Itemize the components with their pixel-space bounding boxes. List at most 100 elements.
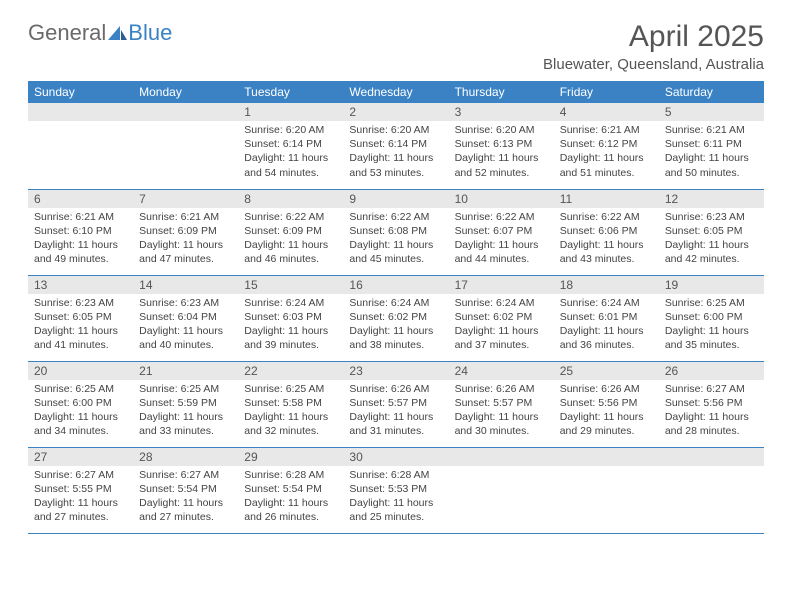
daylight-text: Daylight: 11 hours and 32 minutes. — [244, 410, 337, 438]
day-content: Sunrise: 6:28 AMSunset: 5:53 PMDaylight:… — [343, 466, 448, 529]
weekday-monday: Monday — [133, 81, 238, 103]
daylight-text: Daylight: 11 hours and 27 minutes. — [34, 496, 127, 524]
calendar-day-cell: 21Sunrise: 6:25 AMSunset: 5:59 PMDayligh… — [133, 361, 238, 447]
day-number: 13 — [28, 276, 133, 294]
calendar-day-cell: 14Sunrise: 6:23 AMSunset: 6:04 PMDayligh… — [133, 275, 238, 361]
calendar-week-row: 6Sunrise: 6:21 AMSunset: 6:10 PMDaylight… — [28, 189, 764, 275]
day-number: 23 — [343, 362, 448, 380]
calendar-day-cell: 29Sunrise: 6:28 AMSunset: 5:54 PMDayligh… — [238, 447, 343, 533]
calendar-day-cell: 30Sunrise: 6:28 AMSunset: 5:53 PMDayligh… — [343, 447, 448, 533]
day-number: 25 — [554, 362, 659, 380]
daylight-text: Daylight: 11 hours and 50 minutes. — [665, 151, 758, 179]
sunset-text: Sunset: 5:54 PM — [139, 482, 232, 496]
day-number: 11 — [554, 190, 659, 208]
calendar-day-cell — [659, 447, 764, 533]
sunset-text: Sunset: 6:05 PM — [665, 224, 758, 238]
calendar-body: 1Sunrise: 6:20 AMSunset: 6:14 PMDaylight… — [28, 103, 764, 533]
daylight-text: Daylight: 11 hours and 39 minutes. — [244, 324, 337, 352]
day-number: 16 — [343, 276, 448, 294]
day-number: 18 — [554, 276, 659, 294]
calendar-week-row: 27Sunrise: 6:27 AMSunset: 5:55 PMDayligh… — [28, 447, 764, 533]
calendar-day-cell: 20Sunrise: 6:25 AMSunset: 6:00 PMDayligh… — [28, 361, 133, 447]
daylight-text: Daylight: 11 hours and 37 minutes. — [455, 324, 548, 352]
calendar-day-cell: 16Sunrise: 6:24 AMSunset: 6:02 PMDayligh… — [343, 275, 448, 361]
day-content: Sunrise: 6:21 AMSunset: 6:12 PMDaylight:… — [554, 121, 659, 184]
day-content: Sunrise: 6:25 AMSunset: 6:00 PMDaylight:… — [28, 380, 133, 443]
sunset-text: Sunset: 6:02 PM — [455, 310, 548, 324]
calendar-day-cell: 5Sunrise: 6:21 AMSunset: 6:11 PMDaylight… — [659, 103, 764, 189]
day-content: Sunrise: 6:21 AMSunset: 6:11 PMDaylight:… — [659, 121, 764, 184]
daylight-text: Daylight: 11 hours and 54 minutes. — [244, 151, 337, 179]
daylight-text: Daylight: 11 hours and 27 minutes. — [139, 496, 232, 524]
calendar-day-cell: 27Sunrise: 6:27 AMSunset: 5:55 PMDayligh… — [28, 447, 133, 533]
sunrise-text: Sunrise: 6:27 AM — [34, 468, 127, 482]
sunrise-text: Sunrise: 6:23 AM — [139, 296, 232, 310]
sunrise-text: Sunrise: 6:23 AM — [665, 210, 758, 224]
calendar-day-cell: 24Sunrise: 6:26 AMSunset: 5:57 PMDayligh… — [449, 361, 554, 447]
day-number — [659, 448, 764, 466]
sunrise-text: Sunrise: 6:28 AM — [244, 468, 337, 482]
daylight-text: Daylight: 11 hours and 35 minutes. — [665, 324, 758, 352]
calendar-day-cell: 26Sunrise: 6:27 AMSunset: 5:56 PMDayligh… — [659, 361, 764, 447]
calendar-day-cell: 23Sunrise: 6:26 AMSunset: 5:57 PMDayligh… — [343, 361, 448, 447]
sunset-text: Sunset: 5:53 PM — [349, 482, 442, 496]
calendar-day-cell — [133, 103, 238, 189]
day-number: 3 — [449, 103, 554, 121]
day-content: Sunrise: 6:24 AMSunset: 6:01 PMDaylight:… — [554, 294, 659, 357]
sunset-text: Sunset: 5:58 PM — [244, 396, 337, 410]
sunrise-text: Sunrise: 6:25 AM — [139, 382, 232, 396]
daylight-text: Daylight: 11 hours and 40 minutes. — [139, 324, 232, 352]
location: Bluewater, Queensland, Australia — [543, 56, 764, 73]
calendar-day-cell: 18Sunrise: 6:24 AMSunset: 6:01 PMDayligh… — [554, 275, 659, 361]
sunset-text: Sunset: 6:09 PM — [139, 224, 232, 238]
brand-part2: Blue — [128, 20, 172, 46]
sunrise-text: Sunrise: 6:24 AM — [349, 296, 442, 310]
day-content: Sunrise: 6:24 AMSunset: 6:02 PMDaylight:… — [449, 294, 554, 357]
calendar-week-row: 1Sunrise: 6:20 AMSunset: 6:14 PMDaylight… — [28, 103, 764, 189]
day-number: 26 — [659, 362, 764, 380]
sunrise-text: Sunrise: 6:25 AM — [34, 382, 127, 396]
day-content: Sunrise: 6:27 AMSunset: 5:55 PMDaylight:… — [28, 466, 133, 529]
calendar-week-row: 13Sunrise: 6:23 AMSunset: 6:05 PMDayligh… — [28, 275, 764, 361]
calendar-day-cell: 1Sunrise: 6:20 AMSunset: 6:14 PMDaylight… — [238, 103, 343, 189]
calendar-day-cell: 11Sunrise: 6:22 AMSunset: 6:06 PMDayligh… — [554, 189, 659, 275]
weekday-wednesday: Wednesday — [343, 81, 448, 103]
daylight-text: Daylight: 11 hours and 51 minutes. — [560, 151, 653, 179]
sunrise-text: Sunrise: 6:25 AM — [665, 296, 758, 310]
day-number: 29 — [238, 448, 343, 466]
sunrise-text: Sunrise: 6:21 AM — [139, 210, 232, 224]
day-content: Sunrise: 6:26 AMSunset: 5:57 PMDaylight:… — [343, 380, 448, 443]
calendar-day-cell: 4Sunrise: 6:21 AMSunset: 6:12 PMDaylight… — [554, 103, 659, 189]
calendar-day-cell — [28, 103, 133, 189]
day-content: Sunrise: 6:25 AMSunset: 6:00 PMDaylight:… — [659, 294, 764, 357]
daylight-text: Daylight: 11 hours and 49 minutes. — [34, 238, 127, 266]
day-content: Sunrise: 6:22 AMSunset: 6:08 PMDaylight:… — [343, 208, 448, 271]
brand-logo: General Blue — [28, 20, 172, 46]
daylight-text: Daylight: 11 hours and 25 minutes. — [349, 496, 442, 524]
sunset-text: Sunset: 6:00 PM — [665, 310, 758, 324]
daylight-text: Daylight: 11 hours and 26 minutes. — [244, 496, 337, 524]
daylight-text: Daylight: 11 hours and 44 minutes. — [455, 238, 548, 266]
day-content: Sunrise: 6:22 AMSunset: 6:07 PMDaylight:… — [449, 208, 554, 271]
day-number: 7 — [133, 190, 238, 208]
header: General Blue April 2025 Bluewater, Queen… — [28, 20, 764, 73]
sunset-text: Sunset: 5:57 PM — [455, 396, 548, 410]
sunrise-text: Sunrise: 6:25 AM — [244, 382, 337, 396]
calendar-day-cell — [554, 447, 659, 533]
daylight-text: Daylight: 11 hours and 47 minutes. — [139, 238, 232, 266]
day-content: Sunrise: 6:23 AMSunset: 6:05 PMDaylight:… — [28, 294, 133, 357]
calendar-day-cell: 28Sunrise: 6:27 AMSunset: 5:54 PMDayligh… — [133, 447, 238, 533]
sunset-text: Sunset: 6:13 PM — [455, 137, 548, 151]
daylight-text: Daylight: 11 hours and 53 minutes. — [349, 151, 442, 179]
day-number: 17 — [449, 276, 554, 294]
sunset-text: Sunset: 6:08 PM — [349, 224, 442, 238]
day-content: Sunrise: 6:21 AMSunset: 6:09 PMDaylight:… — [133, 208, 238, 271]
daylight-text: Daylight: 11 hours and 30 minutes. — [455, 410, 548, 438]
sunset-text: Sunset: 6:12 PM — [560, 137, 653, 151]
sunrise-text: Sunrise: 6:20 AM — [455, 123, 548, 137]
calendar-day-cell: 13Sunrise: 6:23 AMSunset: 6:05 PMDayligh… — [28, 275, 133, 361]
sunrise-text: Sunrise: 6:24 AM — [244, 296, 337, 310]
sunset-text: Sunset: 5:57 PM — [349, 396, 442, 410]
day-number: 1 — [238, 103, 343, 121]
calendar-day-cell: 15Sunrise: 6:24 AMSunset: 6:03 PMDayligh… — [238, 275, 343, 361]
